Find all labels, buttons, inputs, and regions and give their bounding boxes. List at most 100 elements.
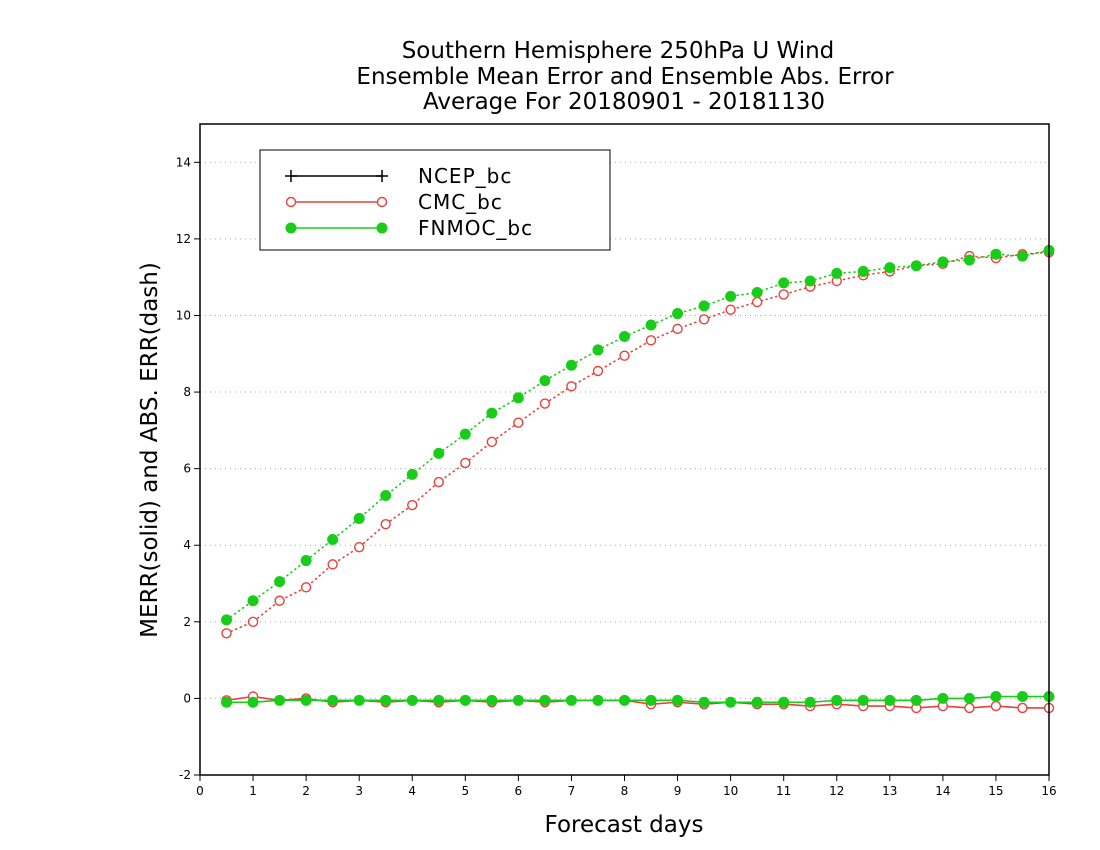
data-point-CMC_bc-dash: [247, 616, 259, 628]
data-point-CMC_bc-dash: [300, 582, 312, 593]
y-axis-label: MERR(solid) and ABS. ERR(dash): [137, 262, 163, 638]
data-point-CMC_bc-dash: [407, 499, 418, 511]
y-tick-label: 6: [183, 462, 191, 476]
data-point-FNMOC_bc-solid: [884, 694, 896, 706]
y-tick-label: 2: [183, 615, 191, 629]
data-point-FNMOC_bc-dash: [327, 533, 339, 545]
x-tick-label: 15: [988, 784, 1003, 798]
data-point-CMC_bc-dash: [539, 398, 551, 409]
legend-marker-end: [376, 196, 388, 208]
data-point-FNMOC_bc-dash: [884, 262, 896, 274]
data-point-CMC_bc-dash: [433, 476, 444, 488]
legend-marker-end: [376, 222, 388, 234]
data-point-FNMOC_bc-dash: [990, 248, 1002, 260]
chart-title-line-2: Ensemble Mean Error and Ensemble Abs. Er…: [356, 64, 894, 90]
series-CMC_bc-solid: [221, 691, 1055, 714]
data-point-FNMOC_bc-dash: [804, 275, 816, 287]
series-CMC_bc-dash: [221, 247, 1055, 639]
data-point-FNMOC_bc-solid: [804, 696, 816, 708]
data-point-FNMOC_bc-solid: [1016, 690, 1028, 702]
x-tick-label: 5: [461, 784, 469, 798]
data-point-CMC_bc-dash: [645, 335, 657, 346]
data-point-FNMOC_bc-solid: [645, 694, 657, 706]
data-point-FNMOC_bc-dash: [1016, 250, 1028, 262]
data-point-FNMOC_bc-solid: [857, 694, 869, 706]
data-point-CMC_bc-dash: [725, 304, 736, 315]
x-tick-label: 4: [408, 784, 416, 798]
data-point-FNMOC_bc-dash: [300, 555, 312, 567]
x-tick-label: 9: [674, 784, 682, 798]
data-point-CMC_bc-solid: [1017, 702, 1028, 714]
data-point-FNMOC_bc-dash: [619, 331, 630, 343]
series-FNMOC_bc-solid: [221, 690, 1055, 708]
legend-entry-CMC_bc: CMC_bc: [285, 190, 503, 214]
data-point-FNMOC_bc-dash: [433, 447, 445, 459]
data-point-FNMOC_bc-solid: [751, 696, 763, 708]
data-point-CMC_bc-dash: [486, 436, 498, 448]
legend-marker-end: [376, 170, 388, 182]
data-point-FNMOC_bc-dash: [831, 267, 843, 279]
legend-entry-FNMOC_bc: FNMOC_bc: [285, 216, 533, 240]
data-point-CMC_bc-dash: [274, 595, 285, 606]
data-point-CMC_bc-dash: [566, 381, 577, 392]
x-tick-label: 16: [1041, 784, 1056, 798]
data-point-FNMOC_bc-solid: [380, 694, 392, 706]
legend-label: FNMOC_bc: [418, 216, 533, 240]
legend-box: [259, 149, 611, 251]
data-point-FNMOC_bc-solid: [592, 694, 604, 706]
y-tick-label: -2: [179, 768, 191, 782]
data-point-FNMOC_bc-solid: [327, 694, 339, 706]
data-point-FNMOC_bc-solid: [672, 694, 684, 706]
data-point-FNMOC_bc-solid: [937, 692, 949, 704]
x-tick-label: 8: [621, 784, 629, 798]
y-tick-label: 10: [176, 308, 191, 322]
data-point-FNMOC_bc-dash: [353, 512, 365, 524]
data-point-FNMOC_bc-solid: [247, 696, 259, 708]
data-point-FNMOC_bc-dash: [539, 375, 551, 387]
data-point-FNMOC_bc-solid: [698, 696, 710, 708]
data-point-FNMOC_bc-solid: [459, 694, 471, 706]
data-point-FNMOC_bc-solid: [990, 690, 1002, 702]
data-point-CMC_bc-dash: [698, 314, 710, 325]
data-point-CMC_bc-dash: [592, 365, 604, 377]
data-point-FNMOC_bc-dash: [459, 428, 471, 440]
data-point-FNMOC_bc-dash: [221, 614, 233, 626]
data-point-CMC_bc-dash: [672, 323, 683, 335]
x-tick-label: 6: [515, 784, 523, 798]
data-point-FNMOC_bc-solid: [963, 692, 975, 704]
legend-marker-start: [285, 222, 297, 234]
x-tick-label: 1: [249, 784, 257, 798]
data-point-FNMOC_bc-dash: [247, 595, 259, 607]
data-point-FNMOC_bc-solid: [831, 694, 843, 706]
data-point-FNMOC_bc-dash: [592, 344, 604, 356]
y-tick-label: 4: [183, 538, 191, 552]
legend-label: NCEP_bc: [418, 164, 512, 188]
x-tick-label: 12: [829, 784, 844, 798]
data-point-FNMOC_bc-solid: [512, 694, 524, 706]
data-point-FNMOC_bc-solid: [565, 694, 577, 706]
x-tick-label: 7: [568, 784, 576, 798]
data-point-CMC_bc-dash: [327, 559, 338, 570]
data-point-CMC_bc-solid: [990, 700, 1002, 712]
data-point-FNMOC_bc-dash: [672, 308, 684, 320]
data-point-CMC_bc-dash: [751, 296, 763, 308]
data-point-CMC_bc-dash: [513, 417, 524, 428]
y-tick-label: 0: [183, 691, 191, 705]
data-point-FNMOC_bc-dash: [406, 468, 418, 480]
series-line-FNMOC_bc-dash: [225, 249, 1050, 621]
x-tick-label: 11: [776, 784, 791, 798]
data-point-CMC_bc-dash: [353, 541, 365, 553]
data-point-FNMOC_bc-dash: [937, 256, 949, 268]
data-point-CMC_bc-dash: [460, 457, 471, 469]
data-point-FNMOC_bc-dash: [910, 260, 922, 272]
x-tick-label: 2: [302, 784, 310, 798]
data-point-FNMOC_bc-solid: [619, 694, 630, 706]
legend-label: CMC_bc: [418, 190, 503, 214]
data-point-FNMOC_bc-solid: [274, 694, 286, 706]
data-point-FNMOC_bc-solid: [725, 696, 737, 708]
chart-title-line-1: Southern Hemisphere 250hPa U Wind: [402, 38, 835, 64]
data-point-FNMOC_bc-dash: [380, 489, 392, 501]
data-point-FNMOC_bc-solid: [910, 694, 922, 706]
